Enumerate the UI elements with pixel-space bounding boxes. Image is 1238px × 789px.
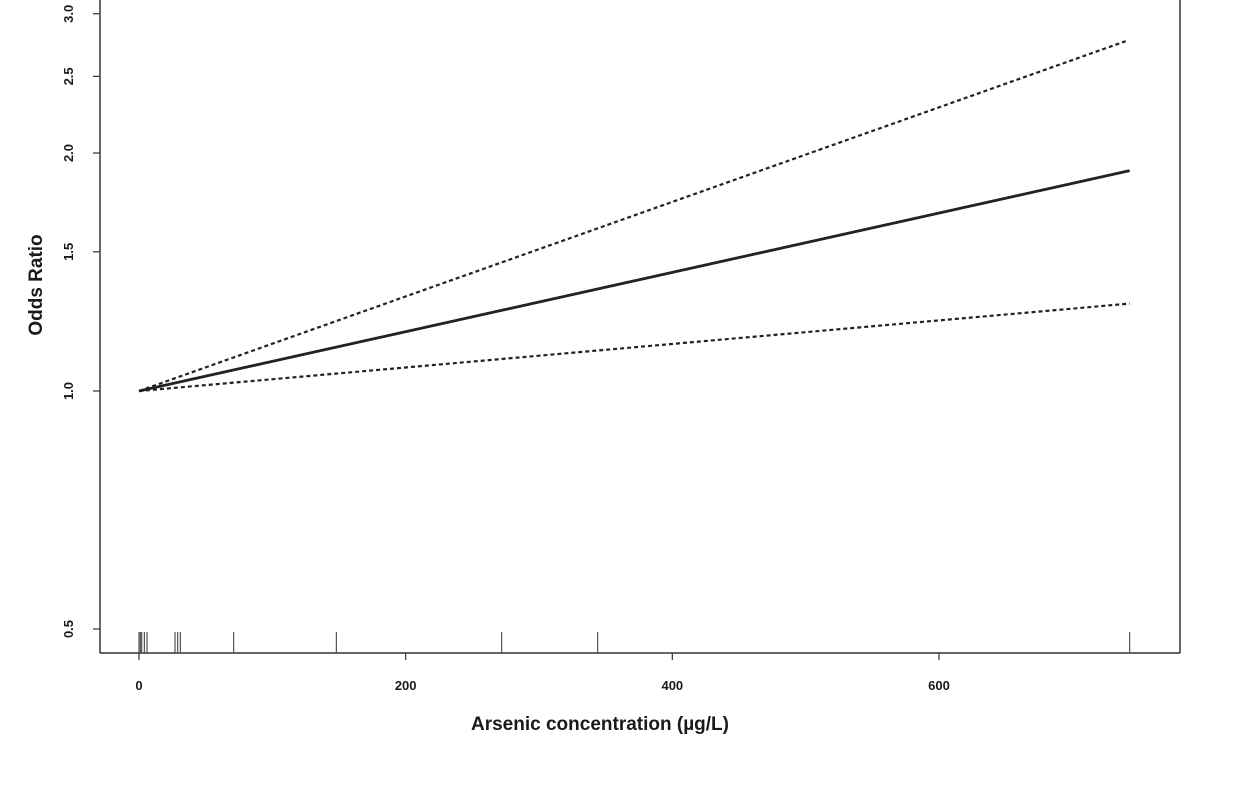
y-tick-label: 0.5 bbox=[61, 620, 76, 638]
y-tick-label: 3.0 bbox=[61, 5, 76, 23]
plot-frame bbox=[99, 0, 1181, 654]
y-tick-label: 1.5 bbox=[61, 243, 76, 261]
y-tick-label: 2.5 bbox=[61, 67, 76, 85]
x-tick-label: 0 bbox=[135, 678, 142, 693]
y-axis: 0.5 1.0 1.5 2.0 2.5 3.0 bbox=[61, 5, 100, 638]
x-axis-title: Arsenic concentration (µg/L) bbox=[471, 714, 729, 735]
series-layer bbox=[138, 40, 1130, 393]
series-line-upper-ci bbox=[138, 40, 1127, 393]
y-tick-label: 1.0 bbox=[61, 382, 76, 400]
rug-marks bbox=[138, 632, 1131, 653]
x-tick-label: 400 bbox=[661, 678, 683, 693]
x-tick-label: 200 bbox=[395, 678, 417, 693]
x-axis: 0 200 400 600 bbox=[135, 653, 950, 693]
y-axis-title: Odds Ratio bbox=[26, 234, 47, 335]
x-tick-label: 600 bbox=[928, 678, 950, 693]
series-line-lower-ci bbox=[138, 302, 1130, 393]
series-line-estimate bbox=[138, 169, 1130, 393]
y-tick-label: 2.0 bbox=[61, 144, 76, 162]
